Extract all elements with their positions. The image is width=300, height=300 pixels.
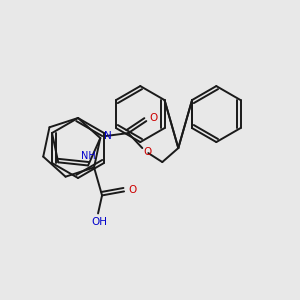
Text: OH: OH	[91, 218, 107, 227]
Text: N: N	[104, 131, 112, 141]
Text: O: O	[128, 185, 136, 195]
Text: O: O	[143, 147, 152, 157]
Text: NH: NH	[81, 152, 95, 161]
Text: O: O	[149, 113, 158, 123]
